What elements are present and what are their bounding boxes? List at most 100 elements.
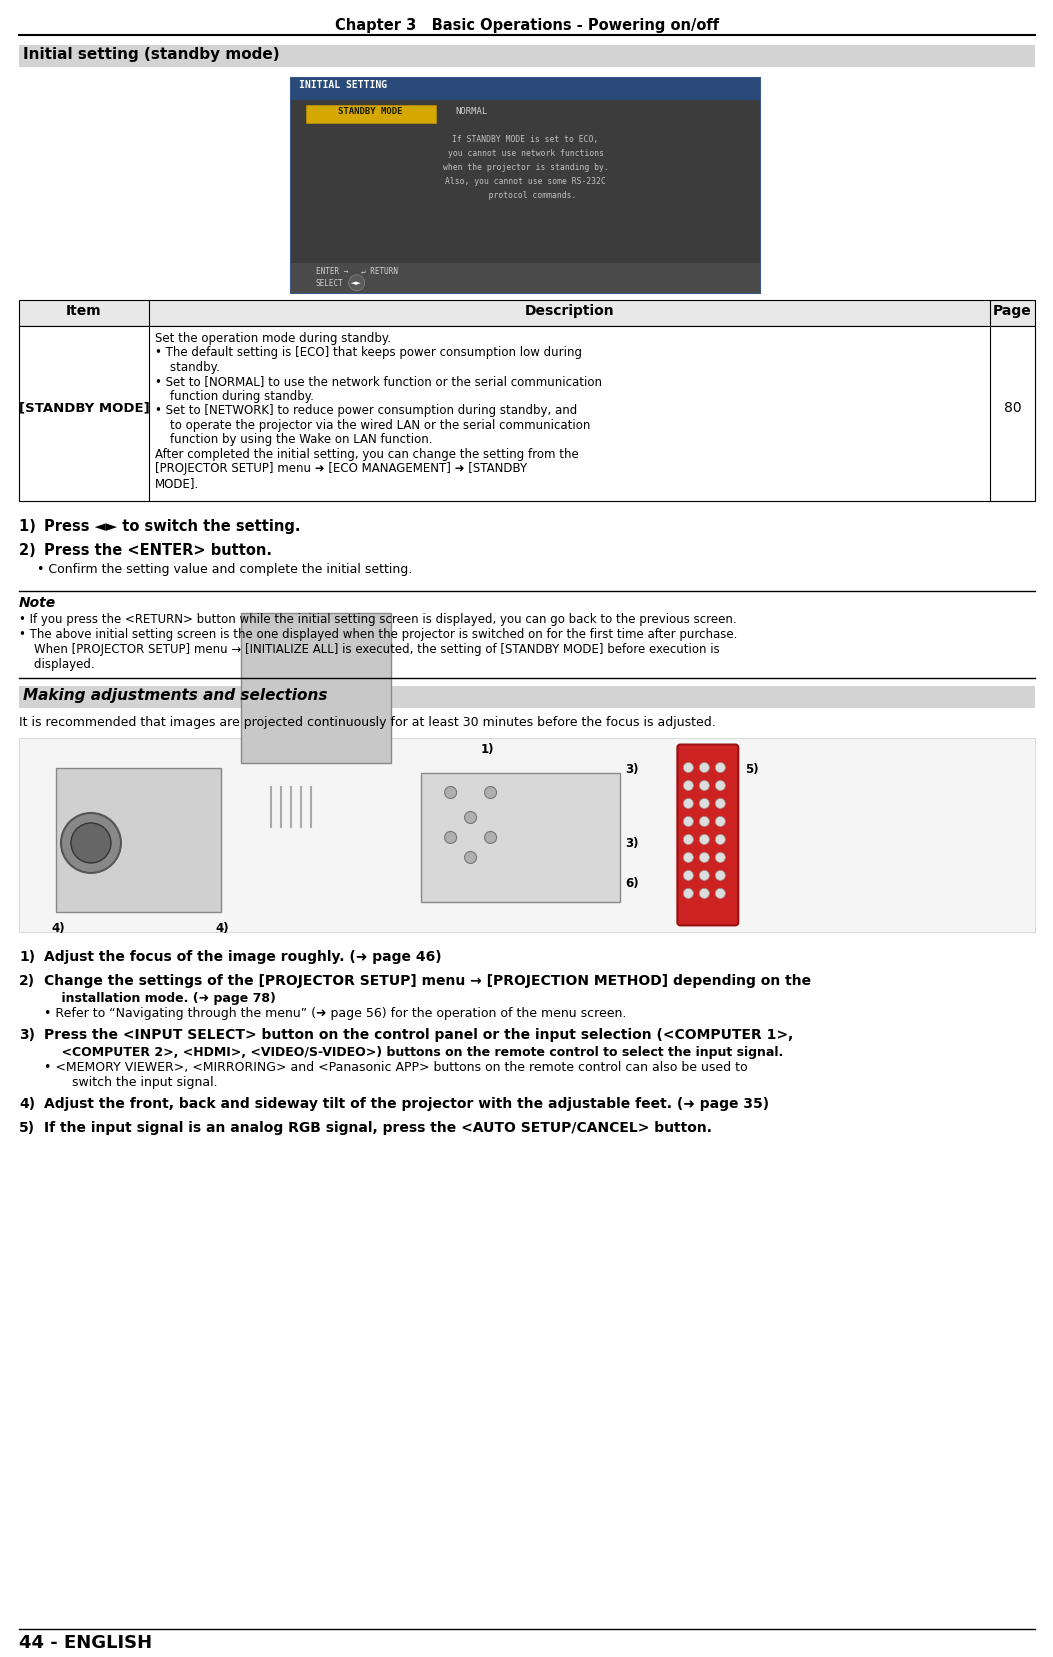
Text: • Set to [NORMAL] to use the network function or the serial communication: • Set to [NORMAL] to use the network fun… (155, 374, 602, 388)
Text: • The default setting is [ECO] that keeps power consumption low during: • The default setting is [ECO] that keep… (155, 346, 582, 360)
Text: Change the settings of the [PROJECTOR SETUP] menu → [PROJECTION METHOD] dependin: Change the settings of the [PROJECTOR SE… (44, 974, 811, 988)
Text: when the projector is standing by.: when the projector is standing by. (442, 162, 609, 172)
Circle shape (683, 817, 693, 827)
Text: Making adjustments and selections: Making adjustments and selections (23, 688, 327, 703)
Circle shape (683, 799, 693, 809)
Circle shape (444, 832, 457, 843)
Bar (420, 772, 620, 903)
Text: • Refer to “Navigating through the menu” (➜ page 56) for the operation of the me: • Refer to “Navigating through the menu”… (44, 1007, 627, 1021)
Text: 4): 4) (51, 923, 64, 936)
Text: NORMAL: NORMAL (456, 108, 488, 116)
Text: Description: Description (524, 303, 614, 318)
Circle shape (699, 799, 710, 809)
Text: Also, you cannot use some RS-232C: Also, you cannot use some RS-232C (445, 177, 605, 186)
Circle shape (715, 870, 726, 880)
Circle shape (715, 888, 726, 898)
Circle shape (683, 835, 693, 845)
Text: 4): 4) (19, 1097, 35, 1112)
Circle shape (484, 787, 497, 799)
Text: you cannot use network functions: you cannot use network functions (448, 149, 603, 157)
Circle shape (683, 780, 693, 790)
Text: STANDBY MODE: STANDBY MODE (338, 108, 403, 116)
Circle shape (683, 852, 693, 862)
Text: 3): 3) (19, 1029, 35, 1042)
Text: Chapter 3   Basic Operations - Powering on/off: Chapter 3 Basic Operations - Powering on… (335, 18, 719, 33)
Text: Press the <INPUT SELECT> button on the control panel or the input selection (<CO: Press the <INPUT SELECT> button on the c… (44, 1029, 793, 1042)
Text: 1): 1) (480, 742, 494, 756)
Bar (291, 78, 760, 293)
Text: function during standby.: function during standby. (155, 389, 314, 403)
Bar (19, 326, 1035, 500)
Circle shape (699, 870, 710, 880)
Text: Adjust the focus of the image roughly. (➜ page 46): Adjust the focus of the image roughly. (… (44, 951, 441, 964)
Text: 3): 3) (625, 837, 639, 850)
Text: 5): 5) (19, 1122, 35, 1135)
Text: • If you press the <RETURN> button while the initial setting screen is displayed: • If you press the <RETURN> button while… (19, 613, 737, 626)
Text: If the input signal is an analog RGB signal, press the <AUTO SETUP/CANCEL> butto: If the input signal is an analog RGB sig… (44, 1122, 712, 1135)
Text: switch the input signal.: switch the input signal. (44, 1077, 218, 1089)
Circle shape (349, 275, 364, 292)
Bar (305, 104, 436, 123)
Text: SELECT: SELECT (316, 278, 343, 288)
Text: It is recommended that images are projected continuously for at least 30 minutes: It is recommended that images are projec… (19, 716, 716, 729)
Bar (19, 737, 1035, 933)
Circle shape (61, 814, 121, 873)
Text: Set the operation mode during standby.: Set the operation mode during standby. (155, 331, 391, 345)
Bar (291, 78, 760, 99)
Text: • Set to [NETWORK] to reduce power consumption during standby, and: • Set to [NETWORK] to reduce power consu… (155, 404, 577, 418)
Bar (19, 686, 1035, 708)
Circle shape (699, 852, 710, 862)
Circle shape (699, 835, 710, 845)
Text: ◄►: ◄► (352, 280, 362, 285)
Text: installation mode. (➜ page 78): installation mode. (➜ page 78) (44, 993, 276, 1006)
Text: Initial setting (standby mode): Initial setting (standby mode) (23, 46, 280, 61)
Circle shape (715, 762, 726, 772)
Text: 2): 2) (19, 974, 35, 988)
Text: displayed.: displayed. (19, 658, 95, 671)
Text: • Confirm the setting value and complete the initial setting.: • Confirm the setting value and complete… (37, 563, 413, 575)
Text: ENTER →: ENTER → (316, 267, 349, 275)
Text: protocol commands.: protocol commands. (474, 191, 577, 200)
Text: • <MEMORY VIEWER>, <MIRRORING> and <Panasonic APP> buttons on the remote control: • <MEMORY VIEWER>, <MIRRORING> and <Pana… (44, 1062, 748, 1074)
Text: to operate the projector via the wired LAN or the serial communication: to operate the projector via the wired L… (155, 419, 591, 432)
Circle shape (683, 888, 693, 898)
Text: INITIAL SETTING: INITIAL SETTING (299, 80, 386, 89)
Circle shape (699, 762, 710, 772)
Text: 80: 80 (1004, 401, 1021, 416)
Bar (241, 613, 391, 762)
Text: 1): 1) (19, 951, 35, 964)
Circle shape (715, 799, 726, 809)
Circle shape (484, 832, 497, 843)
Text: <COMPUTER 2>, <HDMI>, <VIDEO/S-VIDEO>) buttons on the remote control to select t: <COMPUTER 2>, <HDMI>, <VIDEO/S-VIDEO>) b… (44, 1046, 783, 1059)
Text: If STANDBY MODE is set to ECO,: If STANDBY MODE is set to ECO, (453, 134, 599, 144)
Text: Page: Page (993, 303, 1032, 318)
Text: When [PROJECTOR SETUP] menu → [INITIALIZE ALL] is executed, the setting of [STAN: When [PROJECTOR SETUP] menu → [INITIALIZ… (19, 643, 720, 656)
Text: Item: Item (66, 303, 102, 318)
Text: 1): 1) (19, 519, 51, 534)
Circle shape (715, 852, 726, 862)
Text: 5): 5) (746, 762, 759, 775)
Text: 2): 2) (19, 542, 51, 558)
Circle shape (464, 812, 477, 824)
Circle shape (683, 762, 693, 772)
Polygon shape (56, 767, 221, 913)
FancyBboxPatch shape (677, 744, 738, 925)
Text: After completed the initial setting, you can change the setting from the: After completed the initial setting, you… (155, 447, 579, 461)
Text: ↵ RETURN: ↵ RETURN (361, 267, 398, 275)
Text: MODE].: MODE]. (155, 477, 199, 490)
Text: Adjust the front, back and sideway tilt of the projector with the adjustable fee: Adjust the front, back and sideway tilt … (44, 1097, 769, 1112)
Circle shape (699, 817, 710, 827)
Bar (19, 45, 1035, 66)
Text: Note: Note (19, 595, 56, 610)
Bar (19, 300, 1035, 326)
Bar (291, 99, 760, 263)
Circle shape (464, 852, 477, 863)
Circle shape (715, 817, 726, 827)
Text: [PROJECTOR SETUP] menu ➜ [ECO MANAGEMENT] ➜ [STANDBY: [PROJECTOR SETUP] menu ➜ [ECO MANAGEMENT… (155, 462, 526, 476)
Text: 6): 6) (625, 878, 639, 890)
Circle shape (444, 787, 457, 799)
Circle shape (699, 780, 710, 790)
Circle shape (715, 835, 726, 845)
Circle shape (715, 780, 726, 790)
Text: function by using the Wake on LAN function.: function by using the Wake on LAN functi… (155, 432, 433, 446)
